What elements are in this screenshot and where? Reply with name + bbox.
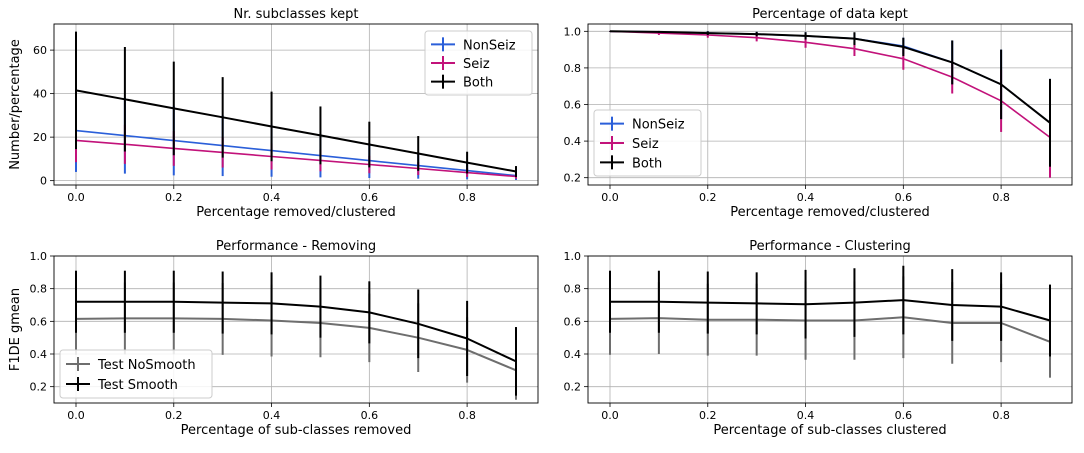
series-line	[609, 30, 1051, 124]
x-tick-label: 0.4	[797, 191, 815, 204]
x-tick-label: 0.8	[458, 409, 476, 422]
plot-frame	[53, 23, 539, 186]
plot-area	[588, 256, 1072, 403]
x-tick-label: 0.0	[67, 191, 85, 204]
plot-frame	[53, 255, 539, 404]
x-axis-label: Percentage of sub-classes clustered	[713, 423, 946, 438]
y-tick-label: 1.0	[564, 250, 582, 263]
y-axis-label: Number/percentage	[8, 39, 23, 170]
chart-title: Performance - Removing	[216, 239, 376, 254]
legend-box	[59, 349, 213, 399]
y-tick-label: 0.8	[564, 283, 582, 296]
y-tick-label: 0.4	[564, 135, 582, 148]
legend-label: Test NoSmooth	[97, 358, 196, 373]
series-both	[75, 31, 517, 177]
legend-label: NonSeiz	[632, 118, 685, 133]
series-test-smooth	[609, 265, 1051, 357]
legend: NonSeiz Seiz Both	[593, 109, 702, 177]
legend-label: Test Smooth	[97, 378, 178, 393]
y-tick-label: 0.2	[30, 381, 48, 394]
plot-frame	[587, 255, 1073, 404]
y-tick-label: 0.4	[564, 348, 582, 361]
plot-frame	[587, 23, 1073, 186]
x-tick-label: 0.8	[992, 191, 1010, 204]
y-tick-label: 0.2	[564, 381, 582, 394]
x-tick-label: 0.4	[797, 409, 815, 422]
chart-title: Nr. subclasses kept	[234, 7, 359, 22]
y-tick-label: 0.8	[30, 283, 48, 296]
x-tick-label: 0.0	[67, 409, 85, 422]
x-axis-label: Percentage removed/clustered	[196, 205, 395, 220]
y-tick-label: 40	[33, 88, 47, 101]
x-axis-label: Percentage removed/clustered	[730, 205, 929, 220]
x-tick-label: 0.2	[165, 409, 183, 422]
legend-label: Seiz	[632, 137, 659, 152]
x-tick-label: 0.8	[992, 409, 1010, 422]
x-tick-label: 0.6	[361, 191, 379, 204]
legend-label: NonSeiz	[463, 38, 516, 53]
x-tick-label: 0.2	[699, 191, 717, 204]
legend: Test NoSmooth Test Smooth	[59, 349, 213, 399]
y-tick-label: 0.8	[564, 62, 582, 75]
plot-p1: 0.0 0.2 0.4 0.6 0.8 0 20 40 60 Nr. subclasses kep…	[8, 7, 539, 220]
series-both	[609, 30, 1051, 167]
y-tick-label: 60	[33, 44, 47, 57]
plot-p4: 0.0 0.2 0.4 0.6 0.8 0.2 0.4 0.6 0.8 1.0 Performanc…	[564, 239, 1073, 438]
y-tick-label: 0.4	[30, 348, 48, 361]
series-line	[75, 129, 517, 177]
plot-p3: 0.0 0.2 0.4 0.6 0.8 0.2 0.4 0.6 0.8 1.0 Performanc…	[8, 239, 539, 438]
y-tick-label: 0.6	[30, 315, 48, 328]
legend-label: Seiz	[463, 57, 490, 72]
series-test-smooth	[75, 270, 517, 396]
series-line	[609, 30, 1051, 139]
y-tick-label: 0	[40, 175, 47, 188]
legend-label: Both	[463, 76, 493, 91]
x-tick-label: 0.6	[895, 191, 913, 204]
series-line	[75, 89, 517, 173]
x-tick-label: 0.4	[263, 191, 281, 204]
x-tick-label: 0.0	[601, 409, 619, 422]
x-tick-label: 0.8	[458, 191, 476, 204]
y-tick-label: 20	[33, 131, 47, 144]
x-tick-label: 0.2	[165, 191, 183, 204]
series-line	[75, 317, 517, 372]
y-tick-label: 1.0	[564, 25, 582, 38]
series-line	[610, 299, 1051, 322]
y-axis-label: F1DE gmean	[8, 288, 23, 371]
legend-box	[424, 30, 533, 96]
series-line	[75, 139, 517, 178]
x-tick-label: 0.0	[601, 191, 619, 204]
legend-label: Both	[632, 156, 662, 171]
x-tick-label: 0.2	[699, 409, 717, 422]
x-tick-label: 0.6	[361, 409, 379, 422]
y-tick-label: 0.6	[564, 315, 582, 328]
series-line	[609, 316, 1051, 343]
y-tick-label: 0.2	[564, 172, 582, 185]
chart-title: Percentage of data kept	[752, 7, 908, 22]
plot-p2: 0.0 0.2 0.4 0.6 0.8 0.2 0.4 0.6 0.8 1.0 Percentage…	[564, 7, 1073, 220]
x-tick-label: 0.6	[895, 409, 913, 422]
y-tick-label: 1.0	[30, 250, 48, 263]
series-line	[76, 300, 517, 363]
legend-box	[593, 109, 702, 177]
chart-title: Performance - Clustering	[749, 239, 911, 254]
x-tick-label: 0.4	[263, 409, 281, 422]
legend: NonSeiz Seiz Both	[424, 30, 533, 96]
y-tick-label: 0.6	[564, 99, 582, 112]
x-axis-label: Percentage of sub-classes removed	[181, 423, 412, 438]
